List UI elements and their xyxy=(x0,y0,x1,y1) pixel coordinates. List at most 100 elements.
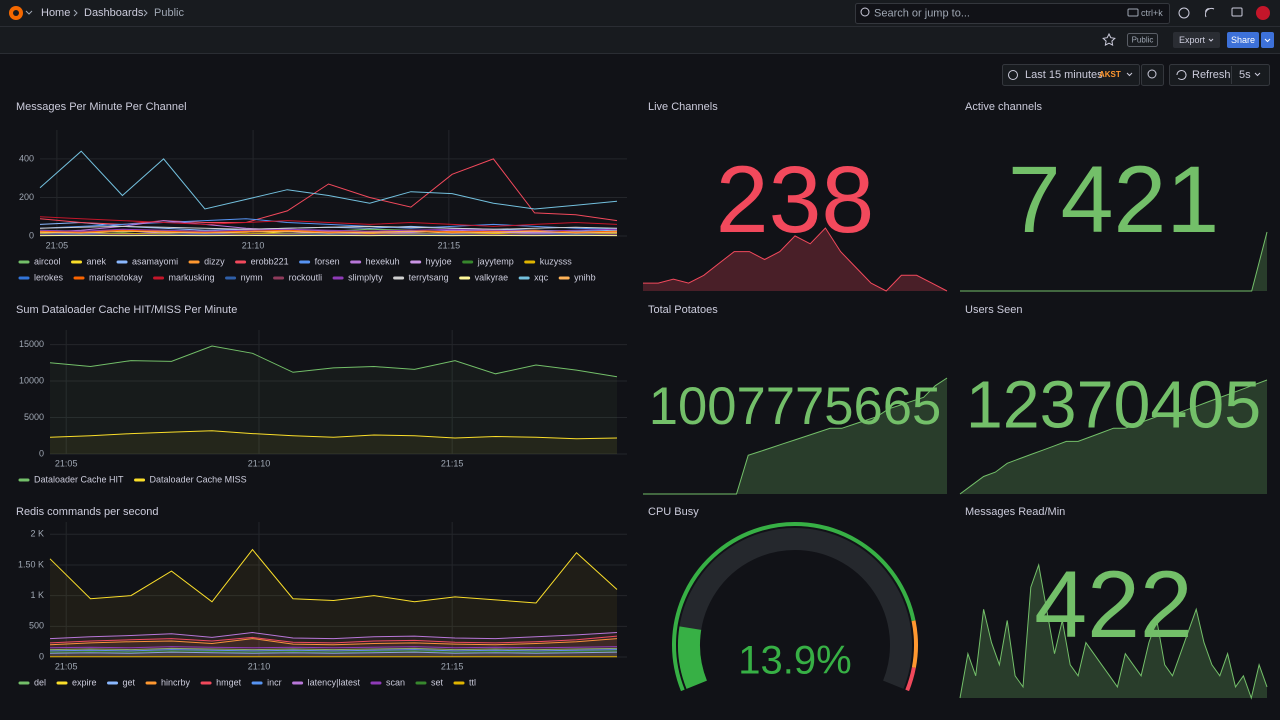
threshold-band xyxy=(905,667,916,692)
panel-title[interactable]: Total Potatoes xyxy=(648,304,718,316)
panel xyxy=(640,95,950,293)
share-button[interactable] xyxy=(1227,32,1259,48)
y-tick-label: 200 xyxy=(19,192,34,202)
y-tick-label: 0 xyxy=(29,230,34,240)
legend-label[interactable]: asamayomi xyxy=(132,256,178,266)
legend-label[interactable]: markusking xyxy=(169,272,215,282)
legend-label[interactable]: hmget xyxy=(216,677,242,687)
share-dropdown[interactable] xyxy=(1261,32,1274,48)
legend-label[interactable]: valkyrae xyxy=(475,272,509,282)
panel-title[interactable]: Messages Read/Min xyxy=(965,506,1065,518)
y-tick-label: 0 xyxy=(39,651,44,661)
legend-label[interactable]: hincrby xyxy=(161,677,191,687)
separator xyxy=(73,9,78,17)
legend-label[interactable]: lerokes xyxy=(34,272,64,282)
series-line xyxy=(39,216,618,227)
panel-title[interactable]: Messages Per Minute Per Channel xyxy=(16,101,187,113)
series-line xyxy=(49,649,618,652)
gauge-value: 13.9% xyxy=(738,639,851,683)
y-tick-label: 5000 xyxy=(24,412,44,422)
legend-label[interactable]: jayytemp xyxy=(477,256,514,266)
legend-label[interactable]: forsen xyxy=(315,256,340,266)
legend-label[interactable]: del xyxy=(34,677,46,687)
legend-label[interactable]: nymn xyxy=(241,272,263,282)
sparkline xyxy=(643,377,948,495)
keyboard-icon xyxy=(1127,8,1139,17)
legend-label[interactable]: latency|latest xyxy=(308,677,361,687)
series-line xyxy=(39,228,618,232)
news-icon[interactable] xyxy=(1204,7,1215,18)
series-line xyxy=(49,635,618,644)
search-box[interactable] xyxy=(855,3,1170,24)
export-button[interactable] xyxy=(1173,32,1220,48)
breadcrumb[interactable]: Home xyxy=(41,7,70,19)
legend-label[interactable]: terrytsang xyxy=(409,272,449,282)
legend-label[interactable]: set xyxy=(431,677,444,687)
star-icon[interactable] xyxy=(1102,32,1116,47)
panel-title[interactable]: Redis commands per second xyxy=(16,506,158,518)
legend-label[interactable]: Dataloader Cache MISS xyxy=(150,474,247,484)
stat-value: 422 xyxy=(1034,552,1193,658)
avatar[interactable] xyxy=(1256,6,1270,20)
panel-title[interactable]: CPU Busy xyxy=(648,506,699,518)
legend-label[interactable]: hexekuh xyxy=(366,256,400,266)
legend-label[interactable]: hyyjoe xyxy=(426,256,452,266)
x-tick-label: 21:10 xyxy=(242,240,265,250)
legend-label[interactable]: ttl xyxy=(469,677,476,687)
legend-label[interactable]: scan xyxy=(386,677,405,687)
x-tick-label: 21:10 xyxy=(248,458,271,468)
x-tick-label: 21:05 xyxy=(55,661,78,671)
search-placeholder: Search or jump to... xyxy=(874,7,970,19)
panel-title[interactable]: Sum Dataloader Cache HIT/MISS Per Minute xyxy=(16,304,237,316)
series-line xyxy=(49,548,618,604)
legend-label[interactable]: dizzy xyxy=(204,256,225,266)
legend-label[interactable]: get xyxy=(123,677,136,687)
legend-label[interactable]: kuzysss xyxy=(540,256,573,266)
panel-title[interactable]: Users Seen xyxy=(965,304,1022,316)
series-line xyxy=(49,638,618,646)
legend-label[interactable]: Dataloader Cache HIT xyxy=(34,474,124,484)
series-line xyxy=(49,631,618,640)
series-line xyxy=(39,230,618,234)
sparkline xyxy=(959,379,1268,495)
refresh-button[interactable] xyxy=(1169,64,1270,86)
y-tick-label: 2 K xyxy=(30,529,44,539)
legend-label[interactable]: marisnotokay xyxy=(89,272,143,282)
sparkline-area xyxy=(643,378,947,494)
clock-icon xyxy=(1008,70,1018,80)
breadcrumb: Public xyxy=(154,7,184,19)
sparkline xyxy=(959,563,1268,700)
share-label: Share xyxy=(1231,35,1255,45)
separator xyxy=(143,9,148,17)
help-icon[interactable] xyxy=(1178,7,1190,19)
public-badge-text: Public xyxy=(1132,36,1154,45)
y-tick-label: 400 xyxy=(19,153,34,163)
chevron xyxy=(1126,72,1133,77)
legend-label[interactable]: incr xyxy=(267,677,282,687)
legend-label[interactable]: expire xyxy=(72,677,97,687)
export-label: Export xyxy=(1179,35,1206,45)
stat-value: 12370405 xyxy=(966,369,1261,443)
legend-label[interactable]: aircool xyxy=(34,256,61,266)
legend-label[interactable]: anek xyxy=(87,256,107,266)
public-badge xyxy=(1127,33,1158,47)
legend-label[interactable]: slimplyty xyxy=(348,272,383,282)
legend-label[interactable]: xqc xyxy=(534,272,549,282)
kiosk-icon[interactable] xyxy=(1231,7,1243,17)
gauge-track xyxy=(678,528,912,689)
legend-label[interactable]: rockoutli xyxy=(289,272,323,282)
series-line xyxy=(49,430,618,440)
stat-value: 238 xyxy=(716,147,875,253)
breadcrumb[interactable]: Dashboards xyxy=(84,7,144,19)
panel-title[interactable]: Active channels xyxy=(965,101,1043,113)
legend-label[interactable]: erobb221 xyxy=(251,256,289,266)
chevron xyxy=(1264,38,1271,43)
series-line xyxy=(49,345,618,378)
legend-label[interactable]: ynihb xyxy=(574,272,596,282)
panel-title[interactable]: Live Channels xyxy=(648,101,718,113)
time-picker[interactable] xyxy=(1002,64,1140,86)
series-area xyxy=(50,346,617,454)
zoom-out-button[interactable] xyxy=(1141,64,1164,86)
sparkline xyxy=(643,227,948,292)
series-area xyxy=(50,650,617,657)
